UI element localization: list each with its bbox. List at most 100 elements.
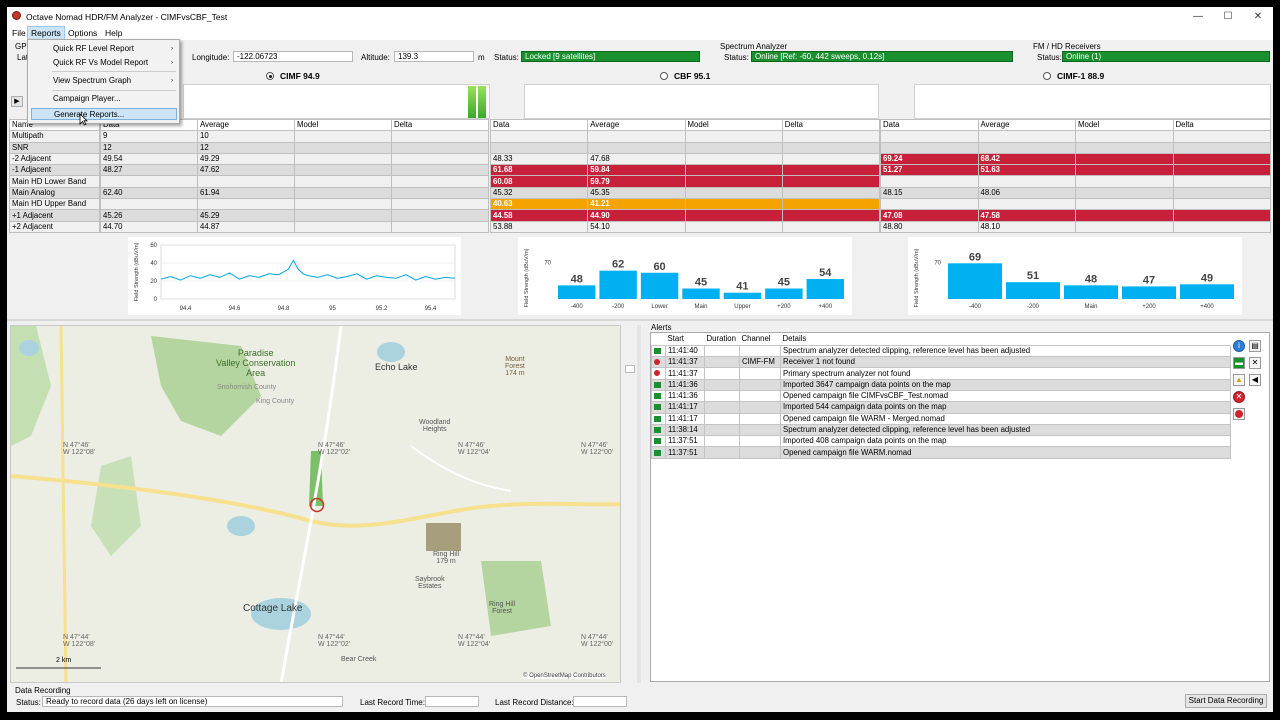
menu-item-campaign-player[interactable]: Campaign Player... xyxy=(53,94,121,103)
menu-reports[interactable]: Reports xyxy=(27,26,65,40)
x-tick-label: +200 xyxy=(777,304,791,310)
station-3-bar-chart: Field Strength (dBuV/m) 70 69 -400 51 -200 48 M… xyxy=(908,237,1242,315)
column-header: Delta xyxy=(781,118,881,132)
table-cell: 47.68 xyxy=(587,152,686,166)
alert-start: 11:41:36 xyxy=(665,378,705,391)
menu-options[interactable]: Options xyxy=(68,28,98,38)
message-icon xyxy=(654,438,661,445)
play-button[interactable]: ▶ xyxy=(11,96,23,107)
series-line xyxy=(160,259,456,281)
alert-row[interactable]: 11:41:17 Imported 544 campaign data point… xyxy=(651,401,1231,414)
station-radio-1[interactable] xyxy=(266,72,274,80)
table-cell xyxy=(1075,164,1174,177)
mouse-cursor-icon xyxy=(79,113,88,126)
station-radio-3[interactable] xyxy=(1043,72,1051,80)
column-header: Data xyxy=(489,118,589,132)
table-cell xyxy=(391,209,489,222)
x-tick-label: -200 xyxy=(1027,304,1040,310)
map-copyright[interactable]: © OpenStreetMap Contributors xyxy=(523,673,606,679)
table-cell: 68.42 xyxy=(977,152,1076,166)
map-label-snohomish: Snohomish County xyxy=(217,384,277,391)
info-icon[interactable]: i xyxy=(1233,340,1245,352)
altitude-label: Altitude: xyxy=(361,53,390,62)
station-2-bar-svg: Field Strength (dBuV/m) 70 48 -400 62 -200 60 L… xyxy=(524,248,844,310)
y-tick-label: 70 xyxy=(934,260,941,266)
map-label-cottage-lake: Cottage Lake xyxy=(243,603,303,614)
station-radio-2[interactable] xyxy=(660,72,668,80)
table-cell xyxy=(684,209,783,222)
alert-row[interactable]: 11:41:17 Opened campaign file WARM - Merg… xyxy=(651,412,1231,425)
alert-row[interactable]: 11:41:36 Imported 3647 campaign data poin… xyxy=(651,378,1231,391)
alert-row[interactable]: 11:41:37 Primary spectrum analyzer not fo… xyxy=(651,367,1231,380)
chat-icon[interactable]: ▬ xyxy=(1233,357,1245,369)
warning-icon[interactable]: ▲ xyxy=(1233,374,1245,386)
longitude-field[interactable]: -122.06723 xyxy=(233,51,353,62)
alert-row[interactable]: 11:37:51 Imported 408 campaign data point… xyxy=(651,435,1231,448)
menu-item-spectrum-graph[interactable]: View Spectrum Graph › xyxy=(31,75,177,87)
alert-duration xyxy=(704,435,740,448)
alert-details: Opened campaign file CIMFvsCBF_Test.noma… xyxy=(780,389,1231,403)
map-label-ring-hill: Ring Hill 179 m xyxy=(433,551,460,565)
alert-channel xyxy=(739,389,781,403)
alert-row[interactable]: 11:41:40 Spectrum analyzer detected clipp… xyxy=(651,344,1231,358)
alert-channel xyxy=(739,378,781,391)
document-icon[interactable]: ▤ xyxy=(1249,340,1261,352)
table-cell xyxy=(880,175,979,188)
alert-row[interactable]: 11:41:36 Opened campaign file CIMFvsCBF_T… xyxy=(651,389,1231,403)
station-2-table: Data Average Model Delta 48.33 47.68 61.68 59.8… xyxy=(489,118,881,233)
alert-channel xyxy=(739,423,781,437)
bar-value-label: 48 xyxy=(1085,273,1097,285)
error-icon[interactable]: ✕ xyxy=(1233,391,1245,403)
alert-details: Opened campaign file WARM.nomad xyxy=(780,446,1231,459)
clear-icon[interactable]: ✕ xyxy=(1249,357,1261,369)
menu-item-quick-rf-model[interactable]: Quick RF Vs Model Report › xyxy=(31,57,177,69)
y-tick-label: 60 xyxy=(150,243,157,249)
bar xyxy=(1064,285,1118,299)
station-3-table: Data Average Model Delta 69.24 68.42 51.27 51.6… xyxy=(880,118,1271,233)
map-label-king: King County xyxy=(256,398,295,405)
alert-row[interactable]: 11:38:14 Spectrum analyzer detected clipp… xyxy=(651,423,1231,437)
table-cell xyxy=(781,186,881,200)
station-3-bar-svg: Field Strength (dBuV/m) 70 69 -400 51 -200 48 M… xyxy=(914,248,1234,310)
menu-help[interactable]: Help xyxy=(105,28,123,38)
x-tick-label: 95 xyxy=(329,306,336,312)
table-cell xyxy=(684,130,783,143)
table-cell xyxy=(781,141,881,154)
map-view[interactable]: Paradise Valley Conservation Area Snohom… xyxy=(10,325,621,683)
table-cell: 10 xyxy=(197,130,295,143)
spectrum-line-chart: 60 40 20 0 94.4 94.6 94.8 95 95.2 95.4 Field Stren… xyxy=(128,237,461,315)
table-cell xyxy=(977,175,1076,188)
bar xyxy=(599,270,637,299)
horizontal-splitter[interactable] xyxy=(7,319,1273,321)
alert-channel xyxy=(739,412,781,425)
minimize-button[interactable]: — xyxy=(1193,11,1203,22)
lake-corner xyxy=(19,340,39,356)
station-1-level-box xyxy=(183,84,490,119)
x-tick-label: 95.2 xyxy=(376,306,388,312)
alert-channel xyxy=(739,367,781,380)
row-name: +2 Adjacent xyxy=(9,220,100,233)
menu-bar: File Reports Options Help xyxy=(7,26,1273,40)
spectrum-line-svg: 60 40 20 0 94.4 94.6 94.8 95 95.2 95.4 Field Stren… xyxy=(134,242,456,312)
vertical-splitter[interactable] xyxy=(637,325,641,683)
column-header: Average xyxy=(587,118,686,132)
menu-item-generate-reports[interactable]: Generate Reports... xyxy=(31,108,177,120)
alert-start: 11:41:17 xyxy=(665,401,705,414)
menu-file[interactable]: File xyxy=(12,28,26,38)
map-scroll-handle[interactable] xyxy=(625,365,635,373)
altitude-field[interactable]: 139.3 xyxy=(394,51,474,62)
table-cell xyxy=(1075,152,1174,166)
menu-item-quick-rf-level[interactable]: Quick RF Level Report › xyxy=(31,43,177,55)
alert-row[interactable]: 11:41:37 CIMF-FM Receiver 1 not found xyxy=(651,356,1231,369)
table-cell: 44.90 xyxy=(587,209,686,222)
start-recording-button[interactable]: Start Data Recording xyxy=(1185,694,1267,708)
table-cell xyxy=(880,141,979,154)
maximize-button[interactable]: ☐ xyxy=(1223,11,1233,22)
table-cell xyxy=(100,175,198,188)
stop-icon[interactable] xyxy=(1233,408,1245,420)
north-road xyxy=(309,326,343,522)
speaker-icon[interactable]: ◀ xyxy=(1249,374,1261,386)
alert-row[interactable]: 11:37:51 Opened campaign file WARM.nomad xyxy=(651,446,1231,459)
close-button[interactable]: ✕ xyxy=(1253,11,1263,22)
table-cell: 47.58 xyxy=(977,209,1076,222)
